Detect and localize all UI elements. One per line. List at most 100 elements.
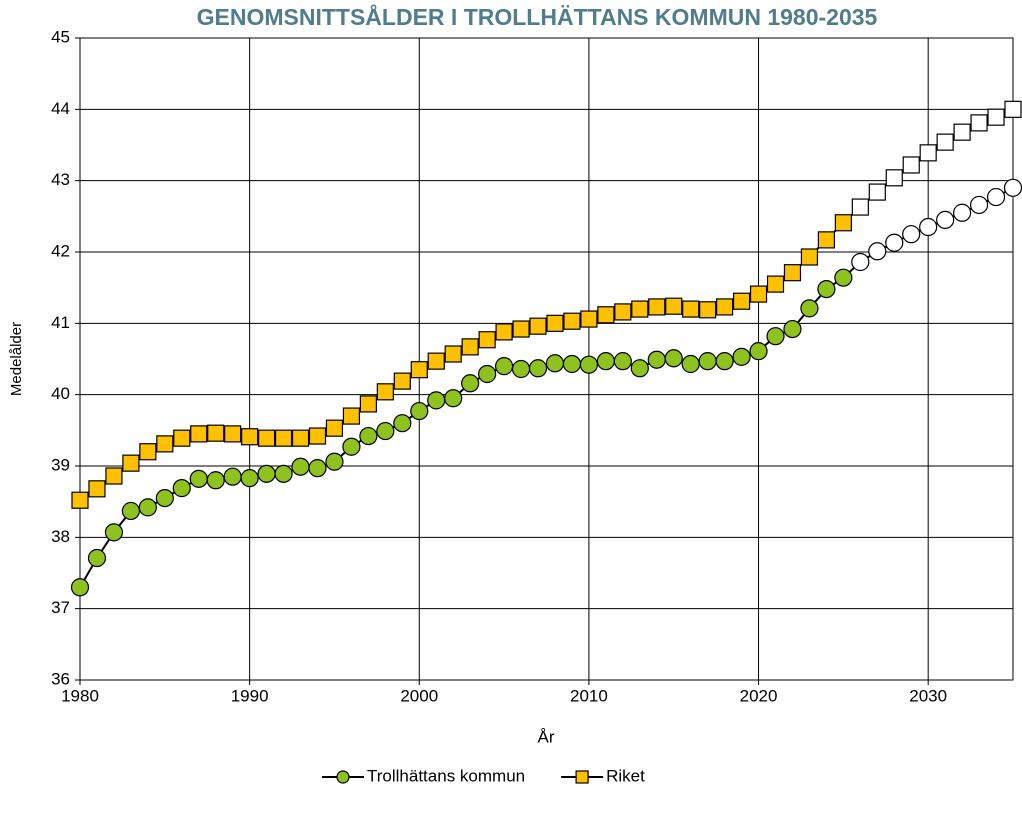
marker: [257, 464, 276, 483]
marker: [274, 464, 293, 483]
marker: [647, 350, 666, 369]
y-tick-label: 41: [51, 313, 70, 332]
legend: Trollhättans kommun Riket: [322, 766, 645, 785]
marker: [427, 352, 445, 370]
x-tick-label: 2000: [400, 686, 438, 705]
marker: [716, 298, 734, 316]
marker: [478, 364, 497, 384]
marker: [715, 352, 734, 371]
marker: [986, 187, 1006, 207]
marker: [885, 233, 904, 252]
marker: [885, 169, 903, 187]
marker: [444, 389, 463, 408]
marker: [461, 374, 480, 393]
marker: [969, 195, 989, 215]
marker: [681, 354, 700, 374]
marker: [87, 548, 107, 568]
marker: [953, 123, 971, 141]
y-tick-label: 36: [51, 669, 70, 688]
marker: [206, 471, 225, 490]
marker: [325, 452, 344, 471]
marker: [258, 429, 276, 447]
marker: [749, 342, 768, 361]
y-axis-label: Medelålder: [8, 322, 25, 396]
marker: [88, 480, 106, 498]
marker: [596, 352, 615, 371]
marker: [241, 428, 259, 446]
marker: [274, 429, 293, 447]
marker: [393, 414, 412, 433]
marker: [936, 133, 954, 151]
marker: [834, 214, 852, 232]
marker: [563, 312, 581, 330]
marker: [732, 292, 751, 310]
marker: [308, 459, 327, 478]
marker: [562, 354, 582, 374]
marker: [766, 275, 785, 293]
marker: [207, 424, 225, 442]
marker: [834, 268, 853, 287]
marker: [359, 395, 377, 413]
marker: [631, 300, 649, 318]
marker: [766, 327, 785, 346]
x-tick-label: 2030: [909, 686, 947, 705]
marker: [630, 359, 649, 378]
marker: [376, 383, 394, 401]
marker: [546, 314, 564, 332]
marker: [461, 338, 479, 356]
y-tick-label: 44: [51, 99, 70, 118]
marker: [664, 349, 683, 368]
marker: [359, 426, 378, 446]
marker: [71, 491, 89, 509]
marker: [342, 437, 361, 456]
marker: [511, 359, 531, 379]
marker: [393, 372, 411, 390]
marker: [919, 144, 937, 162]
marker: [851, 198, 869, 216]
marker: [648, 298, 666, 316]
marker: [613, 352, 632, 371]
marker: [970, 114, 988, 132]
y-tick-label: 43: [51, 170, 70, 189]
marker: [902, 225, 921, 244]
marker: [156, 435, 174, 453]
y-tick-label: 37: [51, 598, 70, 617]
marker: [800, 248, 819, 266]
marker: [953, 203, 972, 222]
x-tick-label: 2020: [740, 686, 778, 705]
marker: [376, 421, 395, 441]
y-tick-label: 39: [51, 455, 70, 474]
y-tick-label: 45: [51, 27, 70, 46]
marker: [410, 401, 429, 421]
marker: [528, 359, 548, 378]
marker: [575, 770, 589, 784]
marker: [122, 454, 140, 472]
x-tick-label: 2010: [570, 686, 608, 705]
marker: [104, 523, 124, 542]
marker: [783, 264, 802, 282]
marker: [817, 231, 836, 249]
marker: [580, 310, 598, 328]
x-tick-label: 1990: [231, 686, 269, 705]
marker: [224, 425, 242, 443]
marker: [342, 407, 361, 425]
marker: [494, 357, 514, 376]
marker: [155, 489, 174, 508]
marker: [138, 498, 157, 517]
marker: [597, 306, 615, 324]
marker: [336, 770, 350, 784]
marker: [190, 425, 208, 443]
marker: [223, 467, 242, 486]
marker: [919, 217, 938, 237]
marker: [410, 361, 428, 379]
marker: [70, 578, 90, 597]
legend-label: Riket: [606, 766, 645, 785]
marker: [851, 252, 870, 272]
plot-area: [79, 37, 1014, 681]
chart-title: GENOMSNITTSÅLDER I TROLLHÄTTANS KOMMUN 1…: [197, 3, 878, 30]
marker: [1003, 178, 1022, 197]
marker: [902, 156, 920, 174]
marker: [495, 323, 513, 341]
marker: [665, 297, 683, 315]
marker: [512, 320, 530, 338]
